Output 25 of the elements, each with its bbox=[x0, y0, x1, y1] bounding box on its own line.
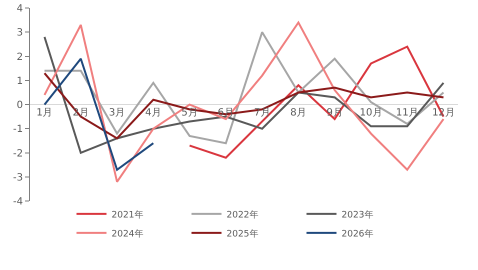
line-series bbox=[188, 46, 444, 159]
legend-label: 2025年 bbox=[226, 228, 258, 240]
y-tick-label: 2 bbox=[16, 52, 23, 63]
legend-label: 2022年 bbox=[226, 209, 258, 220]
line-series bbox=[44, 72, 444, 140]
x-tick-label: 7月 bbox=[254, 108, 270, 119]
x-tick-label: 5月 bbox=[181, 108, 198, 119]
x-tick-label: 10月 bbox=[360, 108, 382, 119]
y-tick-label: 1 bbox=[16, 76, 23, 87]
legend-label: 2026年 bbox=[342, 228, 374, 240]
legend-label: 2021年 bbox=[112, 209, 144, 220]
x-tick-label: 3月 bbox=[108, 108, 126, 119]
legend-label: 2023年 bbox=[342, 209, 374, 220]
x-tick-label: 4月 bbox=[145, 108, 162, 119]
legend-label: 2024年 bbox=[112, 228, 144, 240]
y-tick-label: 3 bbox=[16, 28, 23, 39]
y-tick-label: 0 bbox=[16, 100, 23, 112]
y-tick-label: -3 bbox=[13, 172, 23, 184]
y-tick-label: -2 bbox=[13, 148, 23, 160]
y-tick-label: -1 bbox=[13, 124, 23, 136]
line-series bbox=[44, 21, 444, 183]
y-tick-label: -4 bbox=[13, 196, 23, 208]
x-tick-label: 1月 bbox=[36, 108, 53, 119]
x-tick-label: 8月 bbox=[290, 108, 307, 119]
y-tick-label: 4 bbox=[16, 4, 23, 14]
